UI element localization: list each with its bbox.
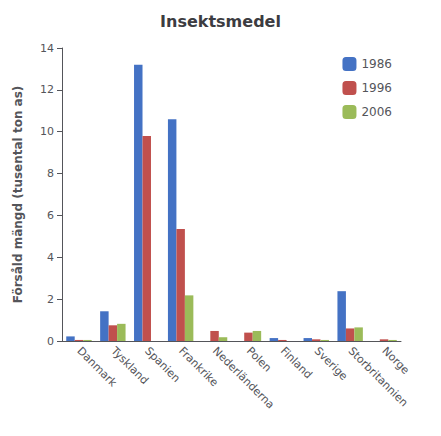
svg-text:Försåld mängd (tusental ton as: Försåld mängd (tusental ton as)	[11, 86, 25, 304]
svg-text:Sverige: Sverige	[312, 344, 351, 383]
svg-text:4: 4	[47, 251, 54, 264]
svg-text:8: 8	[47, 167, 54, 180]
svg-text:Nederländerna: Nederländerna	[210, 344, 277, 411]
svg-text:Danmark: Danmark	[74, 344, 120, 390]
svg-text:2: 2	[47, 293, 54, 306]
svg-text:Frankrike: Frankrike	[176, 344, 221, 390]
svg-text:1986: 1986	[361, 57, 392, 71]
svg-text:Spanien: Spanien	[142, 344, 183, 385]
svg-text:6: 6	[47, 209, 54, 222]
svg-text:0: 0	[47, 335, 54, 348]
svg-text:1996: 1996	[361, 81, 392, 95]
svg-text:12: 12	[40, 83, 54, 96]
svg-text:14: 14	[40, 42, 54, 55]
svg-text:Finland: Finland	[278, 344, 315, 381]
svg-text:Storbritannien: Storbritannien	[346, 344, 411, 409]
svg-text:10: 10	[40, 125, 54, 138]
svg-text:2006: 2006	[361, 105, 392, 119]
svg-text:Insektsmedel: Insektsmedel	[160, 12, 281, 31]
svg-text:Polen: Polen	[244, 344, 274, 374]
svg-text:Tyskland: Tyskland	[108, 344, 151, 388]
svg-text:Norge: Norge	[379, 344, 412, 377]
